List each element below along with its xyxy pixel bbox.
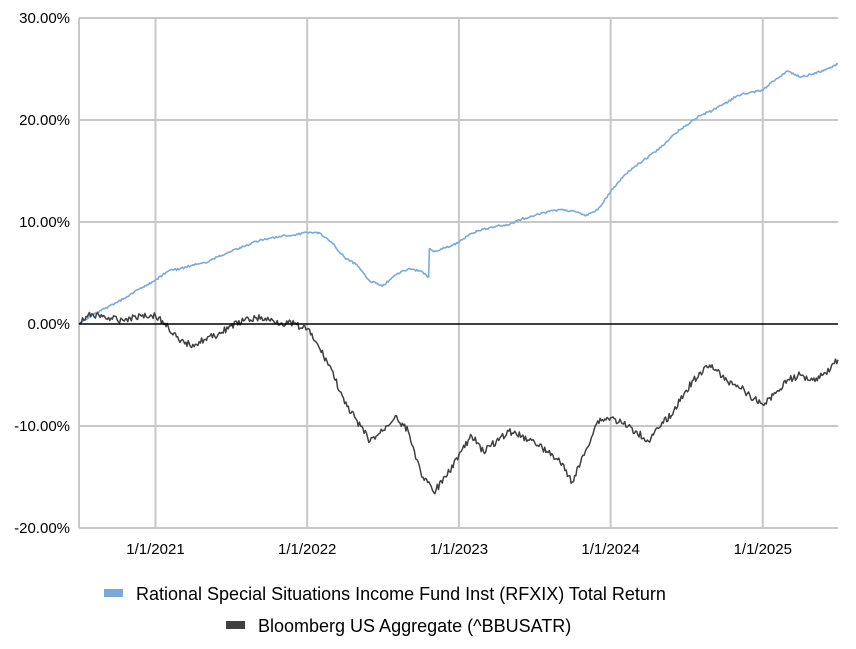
x-tick-label: 1/1/2022 [278, 541, 336, 558]
series-layer [78, 62, 839, 495]
y-tick-label: 0.00% [27, 316, 70, 333]
y-tick-label: 10.00% [19, 214, 70, 231]
y-tick-label: 20.00% [19, 112, 70, 129]
legend-swatch-benchmark [226, 621, 245, 629]
legend-swatch-fund [104, 589, 123, 597]
legend-entry-benchmark[interactable]: Bloomberg US Aggregate (^BBUSATR) [226, 616, 571, 636]
legend: Rational Special Situations Income Fund … [104, 584, 666, 636]
series-line-fund [78, 62, 839, 325]
y-tick-label: -20.00% [14, 520, 70, 537]
legend-entry-fund[interactable]: Rational Special Situations Income Fund … [104, 584, 666, 604]
x-tick-label: 1/1/2024 [581, 541, 639, 558]
grid-layer [78, 17, 838, 529]
y-tick-label: -10.00% [14, 418, 70, 435]
legend-label-fund: Rational Special Situations Income Fund … [136, 584, 666, 604]
x-tick-label: 1/1/2025 [734, 541, 792, 558]
y-tick-label: 30.00% [19, 10, 70, 27]
x-tick-label: 1/1/2023 [430, 541, 488, 558]
y-axis-ticks: 30.00% 20.00% 10.00% 0.00% -10.00% -20.00% [14, 10, 70, 537]
series-line-benchmark [78, 311, 839, 495]
x-tick-label: 1/1/2021 [126, 541, 184, 558]
x-axis-ticks: 1/1/2021 1/1/2022 1/1/2023 1/1/2024 1/1/2025 [126, 541, 792, 558]
legend-label-benchmark: Bloomberg US Aggregate (^BBUSATR) [258, 616, 571, 636]
